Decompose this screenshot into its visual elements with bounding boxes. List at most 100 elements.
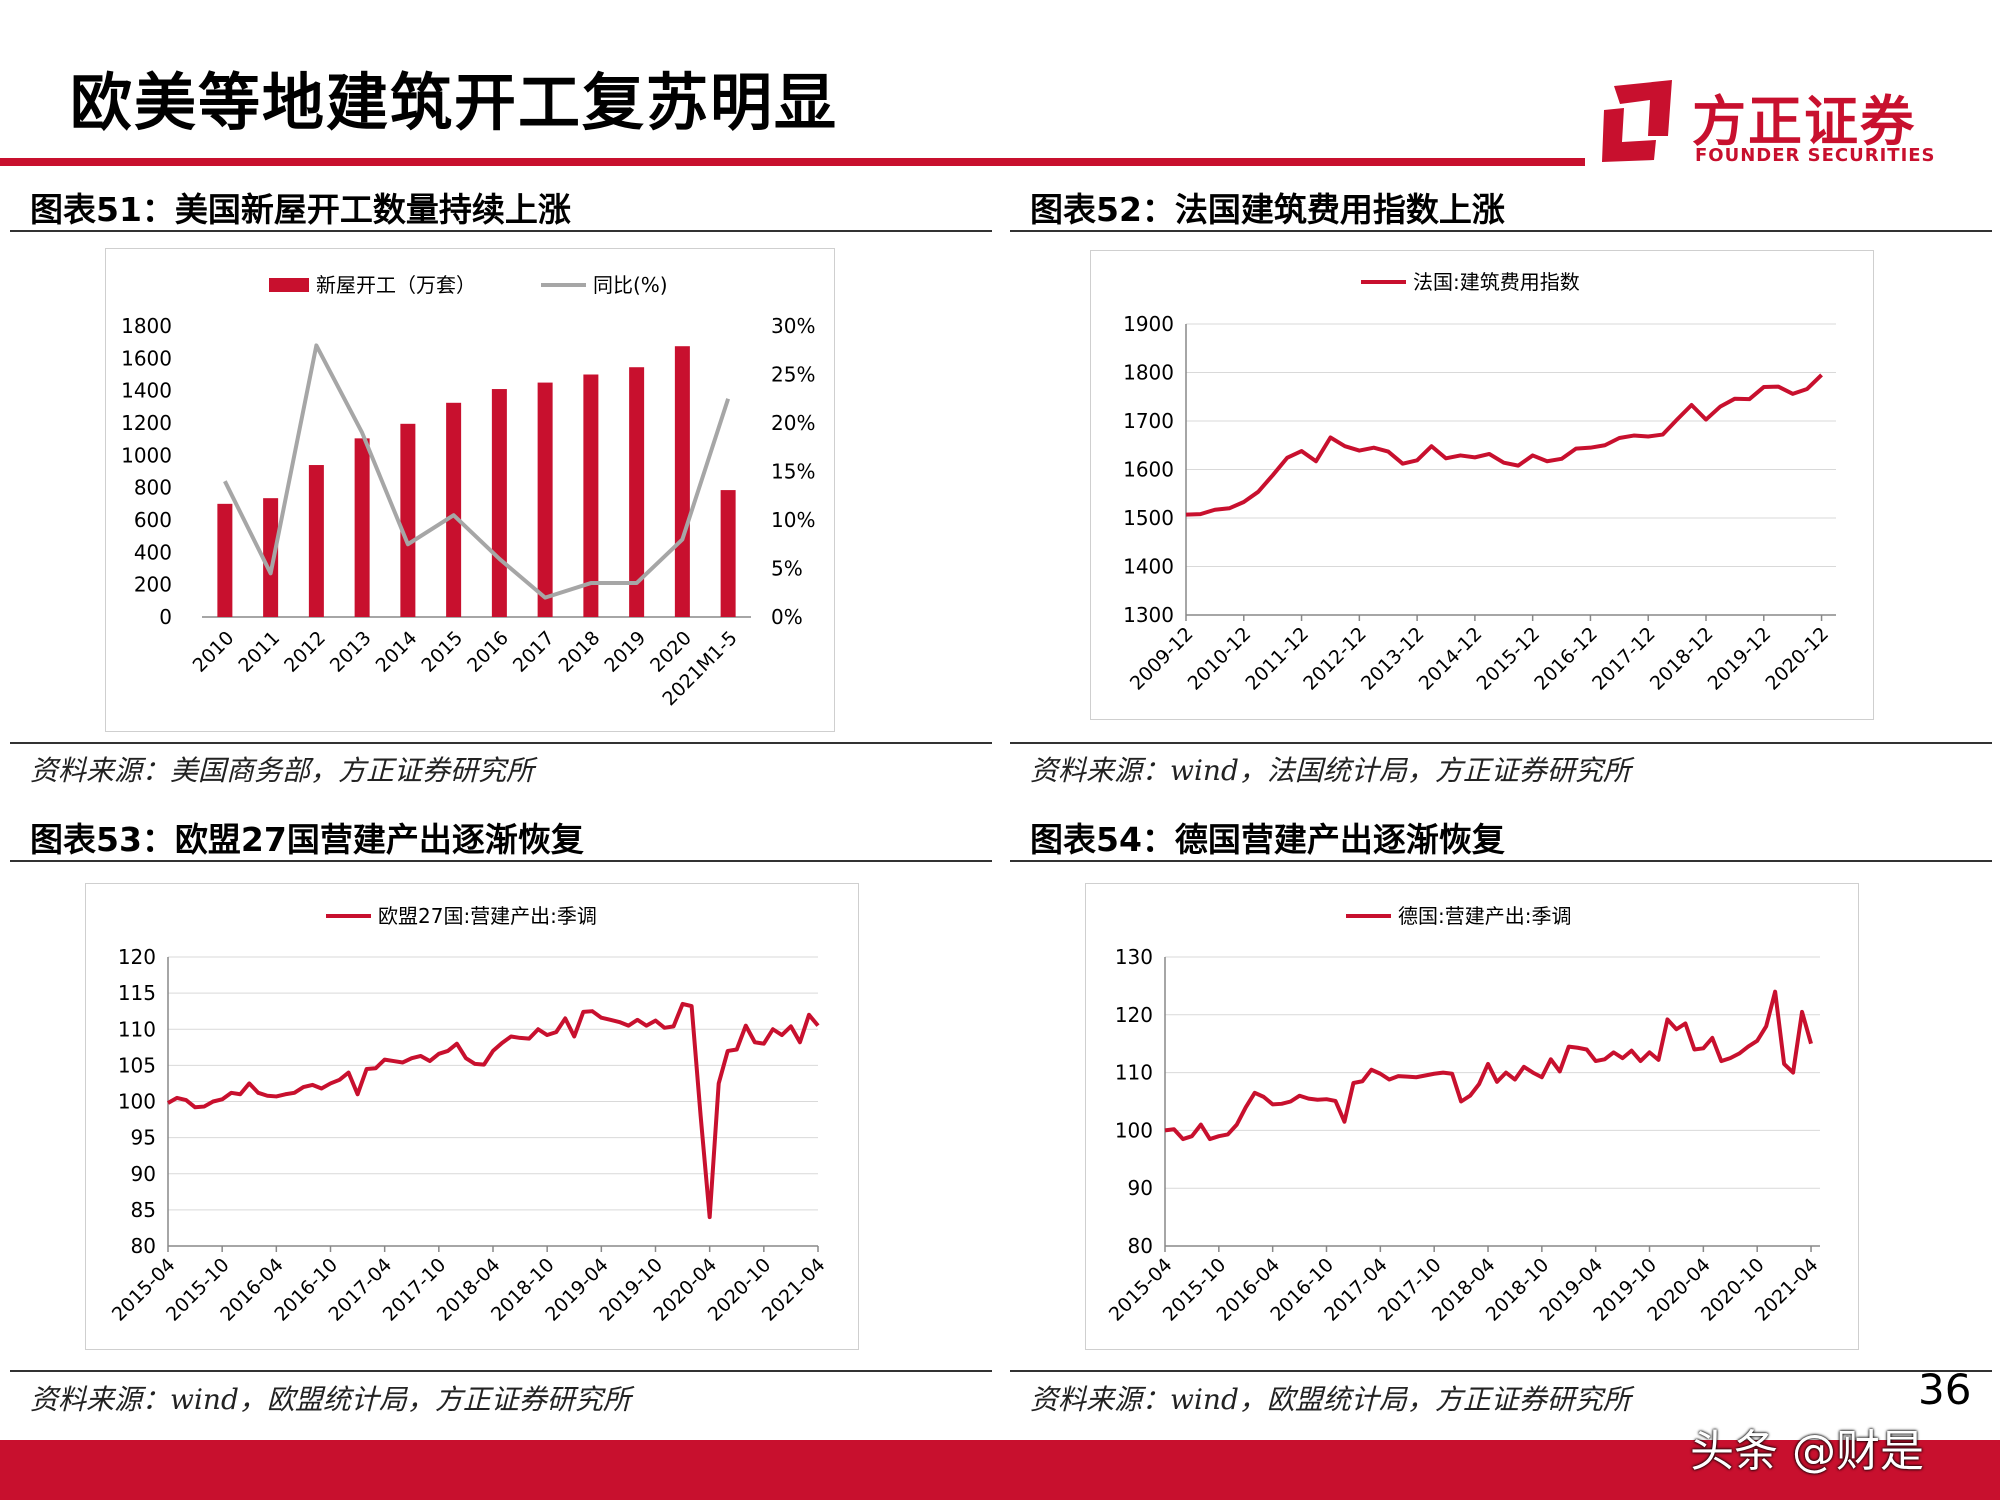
y2-tick-label: 0% bbox=[771, 605, 803, 629]
panel-divider bbox=[10, 742, 992, 744]
logo-text-cn: 方正证券 bbox=[1692, 90, 1916, 153]
y-tick-label: 95 bbox=[131, 1126, 156, 1150]
panel-heading-53: 图表53：欧盟27国营建产出逐渐恢复 bbox=[30, 820, 584, 859]
x-tick-label: 2016 bbox=[463, 627, 513, 677]
y-tick-label: 90 bbox=[131, 1162, 156, 1186]
y-tick-label: 100 bbox=[118, 1090, 156, 1114]
x-tick-label: 2016-12 bbox=[1530, 623, 1602, 695]
source-note-53: 资料来源：wind，欧盟统计局，方正证券研究所 bbox=[30, 1383, 631, 1416]
x-tick-label: 2012-12 bbox=[1299, 623, 1371, 695]
x-tick-label: 2020-12 bbox=[1761, 623, 1833, 695]
x-tick-label: 2017-12 bbox=[1588, 623, 1660, 695]
y-tick-label: 1800 bbox=[121, 314, 172, 338]
bar bbox=[263, 498, 279, 617]
y-tick-label: 1800 bbox=[1123, 361, 1174, 385]
panel-divider bbox=[10, 860, 992, 862]
y-tick-label: 800 bbox=[134, 476, 172, 500]
source-note-51: 资料来源：美国商务部，方正证券研究所 bbox=[30, 754, 535, 787]
y2-tick-label: 10% bbox=[771, 508, 815, 532]
panel-divider bbox=[10, 1370, 992, 1372]
company-logo: 方正证券 FOUNDER SECURITIES bbox=[1600, 75, 1935, 170]
source-note-52: 资料来源：wind，法国统计局，方正证券研究所 bbox=[1030, 754, 1631, 787]
y2-tick-label: 20% bbox=[771, 411, 815, 435]
source-note-54: 资料来源：wind，欧盟统计局，方正证券研究所 bbox=[1030, 1383, 1631, 1416]
x-tick-label: 2013 bbox=[326, 627, 376, 677]
x-tick-label: 2018 bbox=[555, 627, 605, 677]
chart-germany-construction-output: 80901001101201302015-042015-102016-04201… bbox=[1105, 904, 1823, 1326]
bar bbox=[491, 389, 507, 617]
x-tick-label: 2010-12 bbox=[1184, 623, 1256, 695]
x-tick-label: 2011-12 bbox=[1241, 623, 1313, 695]
y2-tick-label: 15% bbox=[771, 460, 815, 484]
bar bbox=[400, 423, 416, 617]
bar bbox=[537, 382, 553, 617]
chart-us-housing-starts: 0 200 400 600 800 1000 1200 1400 1600 1800 0% 5% 10%… bbox=[121, 273, 815, 710]
bar bbox=[446, 402, 462, 617]
y-tick-label: 105 bbox=[118, 1053, 156, 1077]
y-tick-label: 1400 bbox=[121, 379, 172, 403]
series-line bbox=[167, 1001, 820, 1220]
series-line bbox=[1185, 373, 1823, 517]
y-tick-label: 1400 bbox=[1123, 555, 1174, 579]
x-tick-label: 2015-12 bbox=[1473, 623, 1545, 695]
y-tick-label: 1600 bbox=[1123, 458, 1174, 482]
y-tick-label: 80 bbox=[131, 1234, 156, 1258]
legend-label: 德国:营建产出:季调 bbox=[1398, 904, 1571, 928]
y-tick-label: 130 bbox=[1115, 945, 1153, 969]
panel-divider bbox=[10, 230, 992, 232]
page-number: 36 bbox=[1918, 1365, 1972, 1414]
y-tick-label: 1900 bbox=[1123, 312, 1174, 336]
x-tick-label: 2011 bbox=[234, 627, 284, 677]
chart-53-box: 80 85 90 95 100 105 110 115 120 2015-04 2015-10 201… bbox=[85, 883, 859, 1350]
x-tick-label: 2018-12 bbox=[1646, 623, 1718, 695]
panel-divider bbox=[1010, 742, 1992, 744]
y-tick-label: 80 bbox=[1128, 1234, 1153, 1258]
chart-52-box: 1300 1400 1500 1600 1700 1800 1900 2009-12 2010-… bbox=[1090, 250, 1874, 720]
footer-band bbox=[0, 1440, 2000, 1500]
panel-divider bbox=[1010, 860, 1992, 862]
panel-heading-54: 图表54：德国营建产出逐渐恢复 bbox=[1030, 820, 1505, 859]
chart-eu27-construction-output: 808590951001051101151202015-042015-10201… bbox=[108, 904, 830, 1326]
x-tick-label: 2019 bbox=[600, 627, 650, 677]
y-tick-label: 110 bbox=[118, 1017, 156, 1041]
panel-divider bbox=[1010, 1370, 1992, 1372]
y-tick-label: 110 bbox=[1115, 1061, 1153, 1085]
y-tick-label: 100 bbox=[1115, 1118, 1153, 1142]
y-tick-label: 90 bbox=[1128, 1176, 1153, 1200]
legend-label: 法国:建筑费用指数 bbox=[1413, 270, 1580, 294]
y-tick-label: 600 bbox=[134, 508, 172, 532]
bar bbox=[217, 503, 233, 617]
title-divider bbox=[0, 158, 1585, 166]
bar bbox=[674, 346, 690, 617]
legend-swatch-bar bbox=[269, 278, 309, 292]
panel-divider bbox=[1010, 230, 1992, 232]
x-tick-label: 2019-12 bbox=[1704, 623, 1776, 695]
chart-54-box: 80 90 100 110 120 130 2015-04 2015-10 2016-04 201… bbox=[1085, 883, 1859, 1350]
x-tick-label: 2014 bbox=[372, 627, 422, 677]
legend-label: 欧盟27国:营建产出:季调 bbox=[378, 904, 597, 928]
x-tick-label: 2013-12 bbox=[1357, 623, 1429, 695]
y-tick-label: 200 bbox=[134, 573, 172, 597]
legend-label-bar: 新屋开工（万套） bbox=[316, 273, 476, 297]
page-title: 欧美等地建筑开工复苏明显 bbox=[70, 66, 839, 139]
y-tick-label: 85 bbox=[131, 1198, 156, 1222]
series-line bbox=[1164, 989, 1813, 1142]
y-tick-label: 400 bbox=[134, 540, 172, 564]
y-tick-label: 1500 bbox=[1123, 506, 1174, 530]
x-tick-label: 2012 bbox=[280, 627, 330, 677]
y-tick-label: 1300 bbox=[1123, 603, 1174, 627]
y-tick-label: 1600 bbox=[121, 346, 172, 370]
x-tick-label: 2009-12 bbox=[1126, 623, 1198, 695]
chart-51-box: 0 200 400 600 800 1000 1200 1400 1600 1800 0% 5% 10%… bbox=[105, 248, 835, 732]
chart-france-construction-cost: 1300 1400 1500 1600 1700 1800 1900 2009-122010-… bbox=[1123, 270, 1836, 695]
x-tick-label: 2015 bbox=[417, 627, 467, 677]
panel-heading-52: 图表52：法国建筑费用指数上涨 bbox=[1030, 190, 1505, 229]
y-tick-label: 0 bbox=[159, 605, 172, 629]
x-tick-label: 2014-12 bbox=[1415, 623, 1487, 695]
bar bbox=[720, 490, 736, 617]
y2-tick-label: 5% bbox=[771, 557, 803, 581]
x-tick-label: 2017 bbox=[509, 627, 559, 677]
y2-tick-label: 25% bbox=[771, 363, 815, 387]
y-tick-label: 1000 bbox=[121, 443, 172, 467]
watermark: 头条 @财是 bbox=[1690, 1426, 1924, 1477]
